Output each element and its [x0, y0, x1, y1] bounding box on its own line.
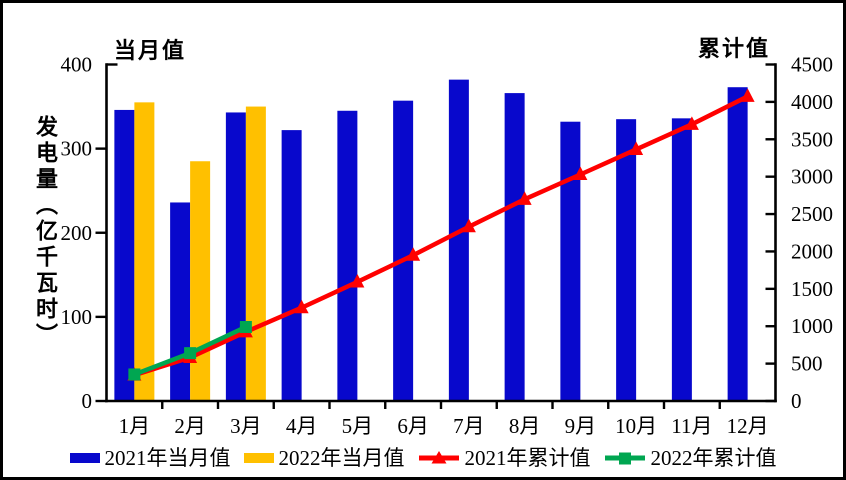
x-label-6月: 6月 — [397, 414, 429, 438]
legend-label: 2022年累计值 — [650, 445, 777, 470]
legend: 2021年当月值 2022年当月值 2021年累计值 2022年累计值 — [3, 445, 843, 471]
bar-2021-3月 — [225, 112, 246, 402]
legend-item-2021-monthly: 2021年当月值 — [69, 445, 231, 470]
x-label-5月: 5月 — [342, 414, 374, 438]
legend-label: 2021年累计值 — [464, 445, 591, 470]
plot-area: 0100200300400050010001500200025003000350… — [61, 53, 834, 439]
x-label-7月: 7月 — [453, 414, 485, 438]
bar-2021-1月 — [114, 109, 135, 402]
left-axis-title: 当月值 — [114, 38, 187, 63]
x-label-9月: 9月 — [565, 414, 597, 438]
bar-2021-8月 — [504, 93, 525, 401]
left-tick-label-300: 300 — [61, 137, 93, 161]
left-tick-label-400: 400 — [61, 53, 93, 77]
bar-2021-7月 — [448, 79, 469, 401]
line-square-swatch-icon — [604, 452, 645, 465]
x-label-11月: 11月 — [671, 414, 712, 438]
left-tick-label-100: 100 — [61, 305, 93, 329]
legend-label: 2021年当月值 — [104, 445, 231, 470]
right-axis-title: 累计值 — [698, 36, 771, 61]
right-tick-label-2500: 2500 — [791, 202, 833, 226]
y-axis-label: 发电量（亿千瓦时） — [33, 115, 58, 349]
right-tick-label-500: 500 — [791, 352, 823, 376]
legend-item-2022-cumulative: 2022年累计值 — [604, 445, 777, 470]
line-triangle-swatch-icon — [418, 451, 459, 464]
right-tick-label-1500: 1500 — [791, 277, 833, 301]
bar-2021-5月 — [337, 110, 358, 402]
marker-square-2022-2 — [184, 347, 197, 360]
x-label-3月: 3月 — [230, 414, 262, 438]
right-tick-label-3500: 3500 — [791, 127, 833, 151]
right-tick-label-4500: 4500 — [791, 53, 833, 77]
right-tick-label-3000: 3000 — [791, 165, 833, 189]
bar-2022-2月 — [190, 161, 211, 401]
bar-2021-12月 — [727, 87, 748, 402]
marker-square-2022-1 — [128, 368, 141, 381]
bar-swatch-icon — [243, 453, 274, 463]
right-tick-label-0: 0 — [791, 389, 802, 413]
bar-2021-9月 — [560, 121, 581, 401]
left-tick-label-0: 0 — [82, 389, 93, 413]
bar-swatch-icon — [69, 453, 100, 463]
x-label-8月: 8月 — [509, 414, 541, 438]
right-tick-label-1000: 1000 — [791, 314, 833, 338]
right-tick-label-4000: 4000 — [791, 90, 833, 114]
x-label-4月: 4月 — [286, 414, 318, 438]
bar-2022-3月 — [245, 106, 266, 401]
bar-2021-11月 — [671, 118, 692, 401]
x-label-12月: 12月 — [727, 414, 769, 438]
right-tick-label-2000: 2000 — [791, 239, 833, 263]
bar-2021-4月 — [281, 130, 302, 401]
x-label-10月: 10月 — [615, 414, 657, 438]
bar-2021-6月 — [393, 100, 414, 401]
line-2021-cumulative — [133, 94, 749, 378]
x-label-1月: 1月 — [119, 414, 151, 438]
marker-square-2022-3 — [239, 320, 252, 333]
legend-label: 2022年当月值 — [278, 445, 405, 470]
bar-2022-1月 — [134, 102, 155, 401]
left-tick-label-200: 200 — [61, 221, 93, 245]
legend-item-2022-monthly: 2022年当月值 — [243, 445, 405, 470]
bar-2021-2月 — [170, 202, 191, 401]
bar-2021-10月 — [616, 119, 637, 402]
legend-item-2021-cumulative: 2021年累计值 — [418, 445, 591, 470]
x-label-2月: 2月 — [174, 414, 206, 438]
